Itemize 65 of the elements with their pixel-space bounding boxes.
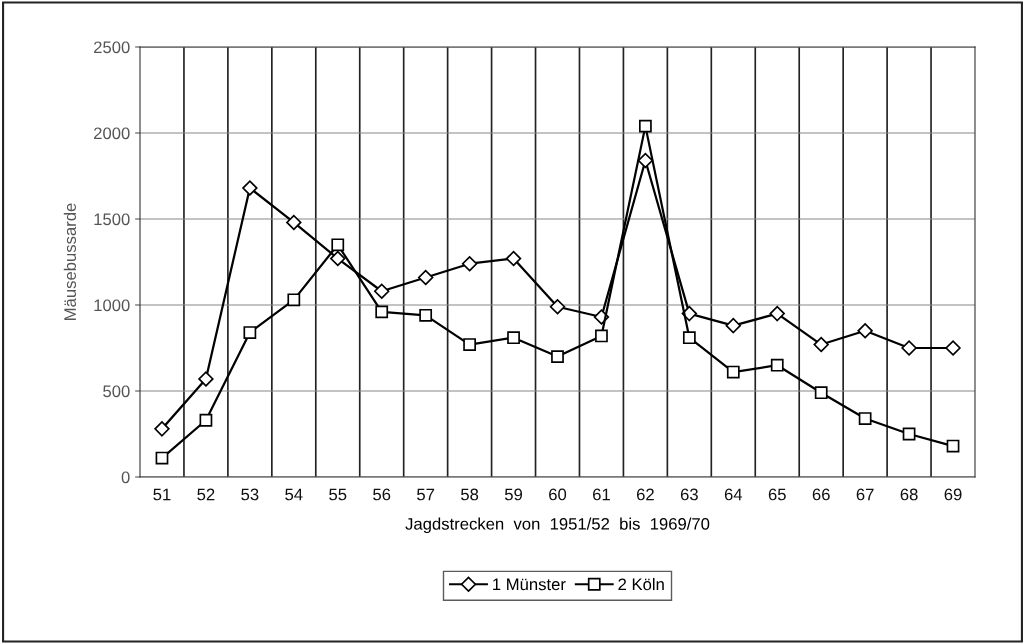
point: [154, 421, 170, 437]
x-tick-label: 61: [593, 488, 610, 501]
point: [417, 269, 434, 286]
y-tick-label: 0: [121, 471, 130, 484]
x-tick-label: 59: [504, 488, 523, 501]
point: [507, 331, 520, 345]
x-tick-label: 67: [856, 488, 874, 501]
x-tick-label: 63: [680, 488, 698, 501]
point: [725, 317, 741, 334]
legend-label: 2 Köln: [618, 578, 664, 591]
point: [769, 305, 785, 322]
point: [726, 365, 740, 379]
y-tick-label: 500: [103, 385, 130, 398]
x-tick-label: 53: [241, 488, 259, 501]
x-tick-label: 60: [549, 488, 567, 501]
y-tick-label: 1000: [94, 299, 130, 312]
point: [419, 308, 433, 322]
y-tick-label: 2500: [94, 41, 130, 54]
point: [375, 305, 389, 319]
x-tick-label: 54: [285, 488, 303, 501]
point: [858, 412, 872, 425]
point: [814, 386, 828, 400]
point: [463, 338, 476, 351]
point: [242, 180, 258, 196]
point: [857, 323, 873, 339]
x-tick-label: 56: [373, 488, 391, 501]
y-tick-label: 1500: [94, 213, 130, 226]
x-tick-label: 65: [768, 488, 786, 501]
point: [287, 293, 301, 307]
point: [330, 250, 346, 267]
x-tick-label: 55: [329, 488, 347, 501]
x-tick-label: 62: [636, 488, 654, 501]
point: [770, 358, 784, 372]
point: [505, 250, 522, 267]
point: [243, 326, 257, 339]
point: [946, 439, 960, 453]
x-tick-label: 58: [461, 488, 479, 501]
point: [945, 340, 961, 356]
point: [331, 238, 345, 252]
point: [374, 283, 390, 299]
x-tick-label: 52: [197, 488, 215, 501]
x-tick-label: 57: [417, 488, 435, 501]
point: [461, 256, 478, 272]
point: [595, 329, 608, 343]
y-axis-title: Mäusebussarde: [63, 203, 77, 320]
point: [902, 427, 916, 441]
x-tick-label: 68: [900, 488, 918, 501]
legend-label: 1 Münster: [493, 578, 566, 591]
point: [637, 152, 654, 169]
x-axis-title: Jagdstrecken von 1951/52 bis 1969/70: [405, 517, 710, 534]
point: [551, 350, 564, 363]
point: [198, 371, 214, 387]
point: [155, 451, 169, 465]
point: [639, 119, 652, 133]
y-tick-label: 2000: [94, 127, 130, 140]
point: [286, 214, 302, 231]
point: [199, 413, 213, 427]
point: [901, 340, 917, 356]
point: [813, 336, 829, 353]
point: [549, 299, 566, 315]
x-tick-label: 66: [812, 488, 830, 501]
x-tick-label: 64: [724, 488, 743, 501]
x-tick-label: 51: [153, 488, 171, 501]
x-tick-label: 69: [944, 488, 962, 501]
point: [682, 331, 696, 345]
